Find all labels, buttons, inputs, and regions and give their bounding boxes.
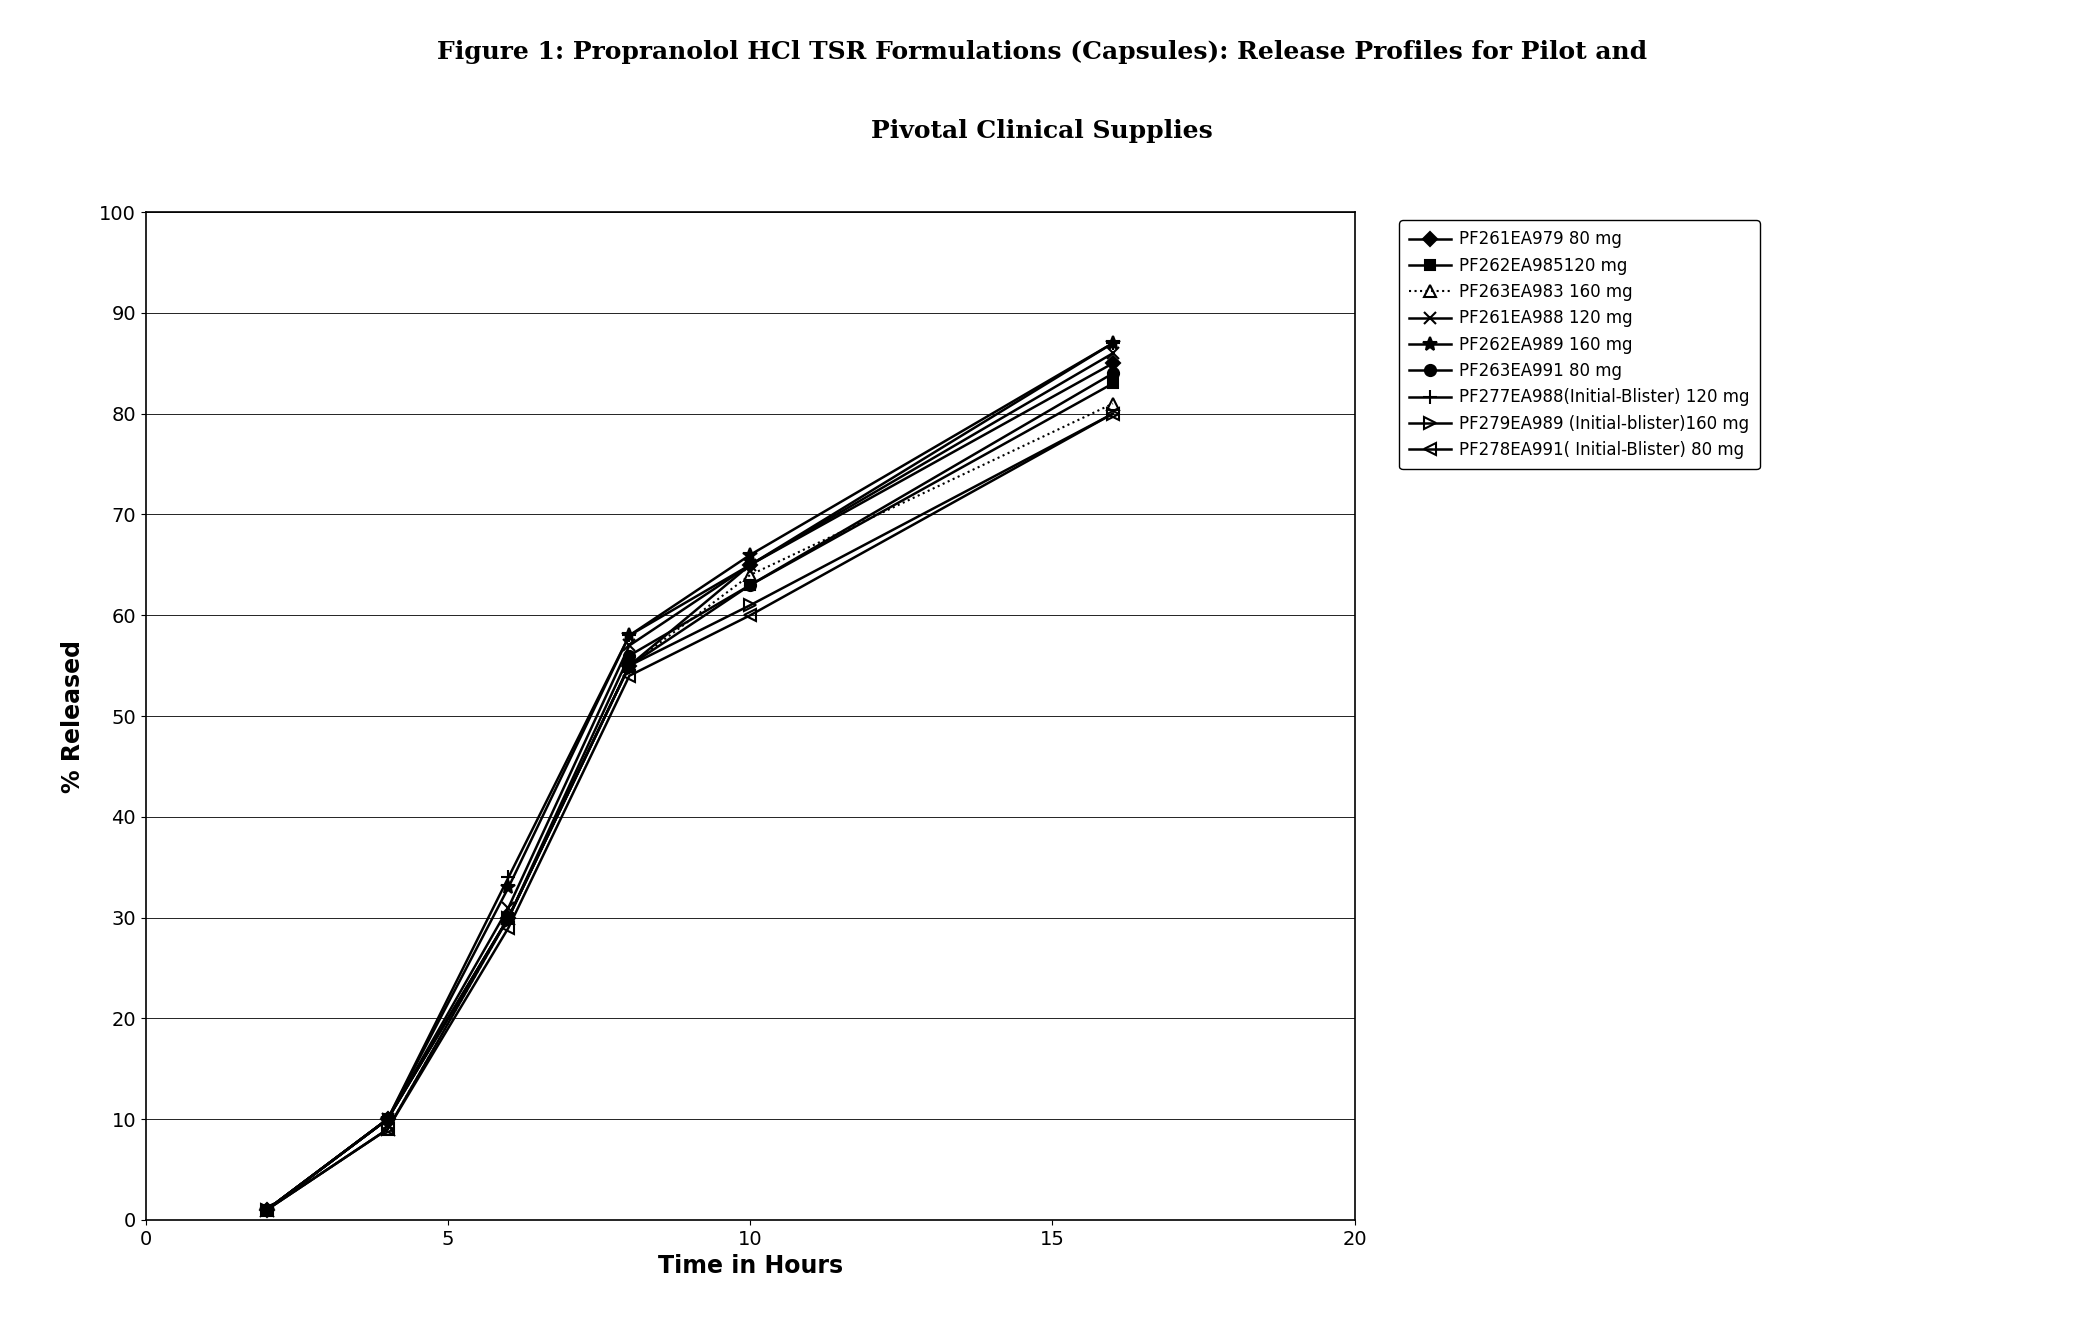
PF279EA989 (Initial-blister)160 mg [375, 1122, 400, 1138]
Text: Pivotal Clinical Supplies: Pivotal Clinical Supplies [871, 119, 1213, 143]
Line: PF279EA989 (Initial-blister)160 mg: PF279EA989 (Initial-blister)160 mg [260, 408, 1119, 1216]
PF262EA985120 mg [738, 577, 763, 593]
PF263EA983 160 mg [738, 568, 763, 583]
PF263EA991 80 mg [375, 1111, 400, 1127]
PF261EA988 120 mg [375, 1111, 400, 1127]
PF278EA991( Initial-Blister) 80 mg [375, 1122, 400, 1138]
PF261EA988 120 mg [617, 638, 642, 654]
PF261EA988 120 mg [1100, 345, 1125, 361]
PF261EA979 80 mg [617, 658, 642, 674]
Line: PF263EA991 80 mg: PF263EA991 80 mg [260, 367, 1119, 1216]
PF261EA979 80 mg [738, 557, 763, 573]
PF261EA979 80 mg [496, 910, 521, 926]
PF277EA988(Initial-Blister) 120 mg [738, 557, 763, 573]
PF262EA989 160 mg [496, 879, 521, 895]
PF262EA985120 mg [375, 1111, 400, 1127]
PF278EA991( Initial-Blister) 80 mg [617, 668, 642, 684]
Line: PF261EA979 80 mg: PF261EA979 80 mg [263, 358, 1117, 1215]
X-axis label: Time in Hours: Time in Hours [659, 1254, 842, 1278]
PF277EA988(Initial-Blister) 120 mg [496, 870, 521, 886]
PF262EA989 160 mg [617, 627, 642, 643]
PF261EA988 120 mg [254, 1201, 279, 1217]
PF263EA991 80 mg [1100, 366, 1125, 382]
PF263EA991 80 mg [617, 647, 642, 663]
Text: Figure 1: Propranolol HCl TSR Formulations (Capsules): Release Profiles for Pilo: Figure 1: Propranolol HCl TSR Formulatio… [438, 40, 1646, 64]
PF279EA989 (Initial-blister)160 mg [254, 1201, 279, 1217]
PF261EA979 80 mg [254, 1201, 279, 1217]
PF262EA989 160 mg [738, 546, 763, 562]
Line: PF277EA988(Initial-Blister) 120 mg: PF277EA988(Initial-Blister) 120 mg [260, 337, 1119, 1217]
Line: PF261EA988 120 mg: PF261EA988 120 mg [260, 347, 1119, 1216]
PF279EA989 (Initial-blister)160 mg [617, 658, 642, 674]
PF278EA991( Initial-Blister) 80 mg [254, 1201, 279, 1217]
PF263EA991 80 mg [254, 1201, 279, 1217]
PF278EA991( Initial-Blister) 80 mg [738, 607, 763, 623]
PF262EA985120 mg [254, 1201, 279, 1217]
PF279EA989 (Initial-blister)160 mg [496, 910, 521, 926]
PF262EA989 160 mg [375, 1111, 400, 1127]
Line: PF278EA991( Initial-Blister) 80 mg: PF278EA991( Initial-Blister) 80 mg [260, 408, 1119, 1216]
PF278EA991( Initial-Blister) 80 mg [496, 920, 521, 936]
PF261EA979 80 mg [375, 1111, 400, 1127]
PF278EA991( Initial-Blister) 80 mg [1100, 406, 1125, 422]
PF262EA985120 mg [496, 910, 521, 926]
PF279EA989 (Initial-blister)160 mg [738, 597, 763, 613]
PF262EA985120 mg [1100, 375, 1125, 391]
PF277EA988(Initial-Blister) 120 mg [1100, 335, 1125, 351]
Line: PF263EA983 160 mg: PF263EA983 160 mg [260, 398, 1119, 1216]
PF261EA988 120 mg [738, 557, 763, 573]
PF262EA989 160 mg [254, 1201, 279, 1217]
Line: PF262EA989 160 mg: PF262EA989 160 mg [260, 337, 1119, 1217]
PF261EA979 80 mg [1100, 355, 1125, 371]
PF263EA991 80 mg [738, 577, 763, 593]
PF262EA985120 mg [617, 658, 642, 674]
PF263EA983 160 mg [1100, 395, 1125, 411]
Line: PF262EA985120 mg: PF262EA985120 mg [263, 379, 1117, 1215]
PF279EA989 (Initial-blister)160 mg [1100, 406, 1125, 422]
PF263EA983 160 mg [617, 658, 642, 674]
Legend: PF261EA979 80 mg, PF262EA985120 mg, PF263EA983 160 mg, PF261EA988 120 mg, PF262E: PF261EA979 80 mg, PF262EA985120 mg, PF26… [1398, 220, 1759, 469]
PF263EA991 80 mg [496, 910, 521, 926]
Y-axis label: % Released: % Released [60, 639, 85, 793]
PF277EA988(Initial-Blister) 120 mg [254, 1201, 279, 1217]
PF263EA983 160 mg [254, 1201, 279, 1217]
PF263EA983 160 mg [496, 910, 521, 926]
PF263EA983 160 mg [375, 1122, 400, 1138]
PF262EA989 160 mg [1100, 335, 1125, 351]
PF261EA988 120 mg [496, 899, 521, 915]
PF277EA988(Initial-Blister) 120 mg [617, 627, 642, 643]
PF277EA988(Initial-Blister) 120 mg [375, 1111, 400, 1127]
